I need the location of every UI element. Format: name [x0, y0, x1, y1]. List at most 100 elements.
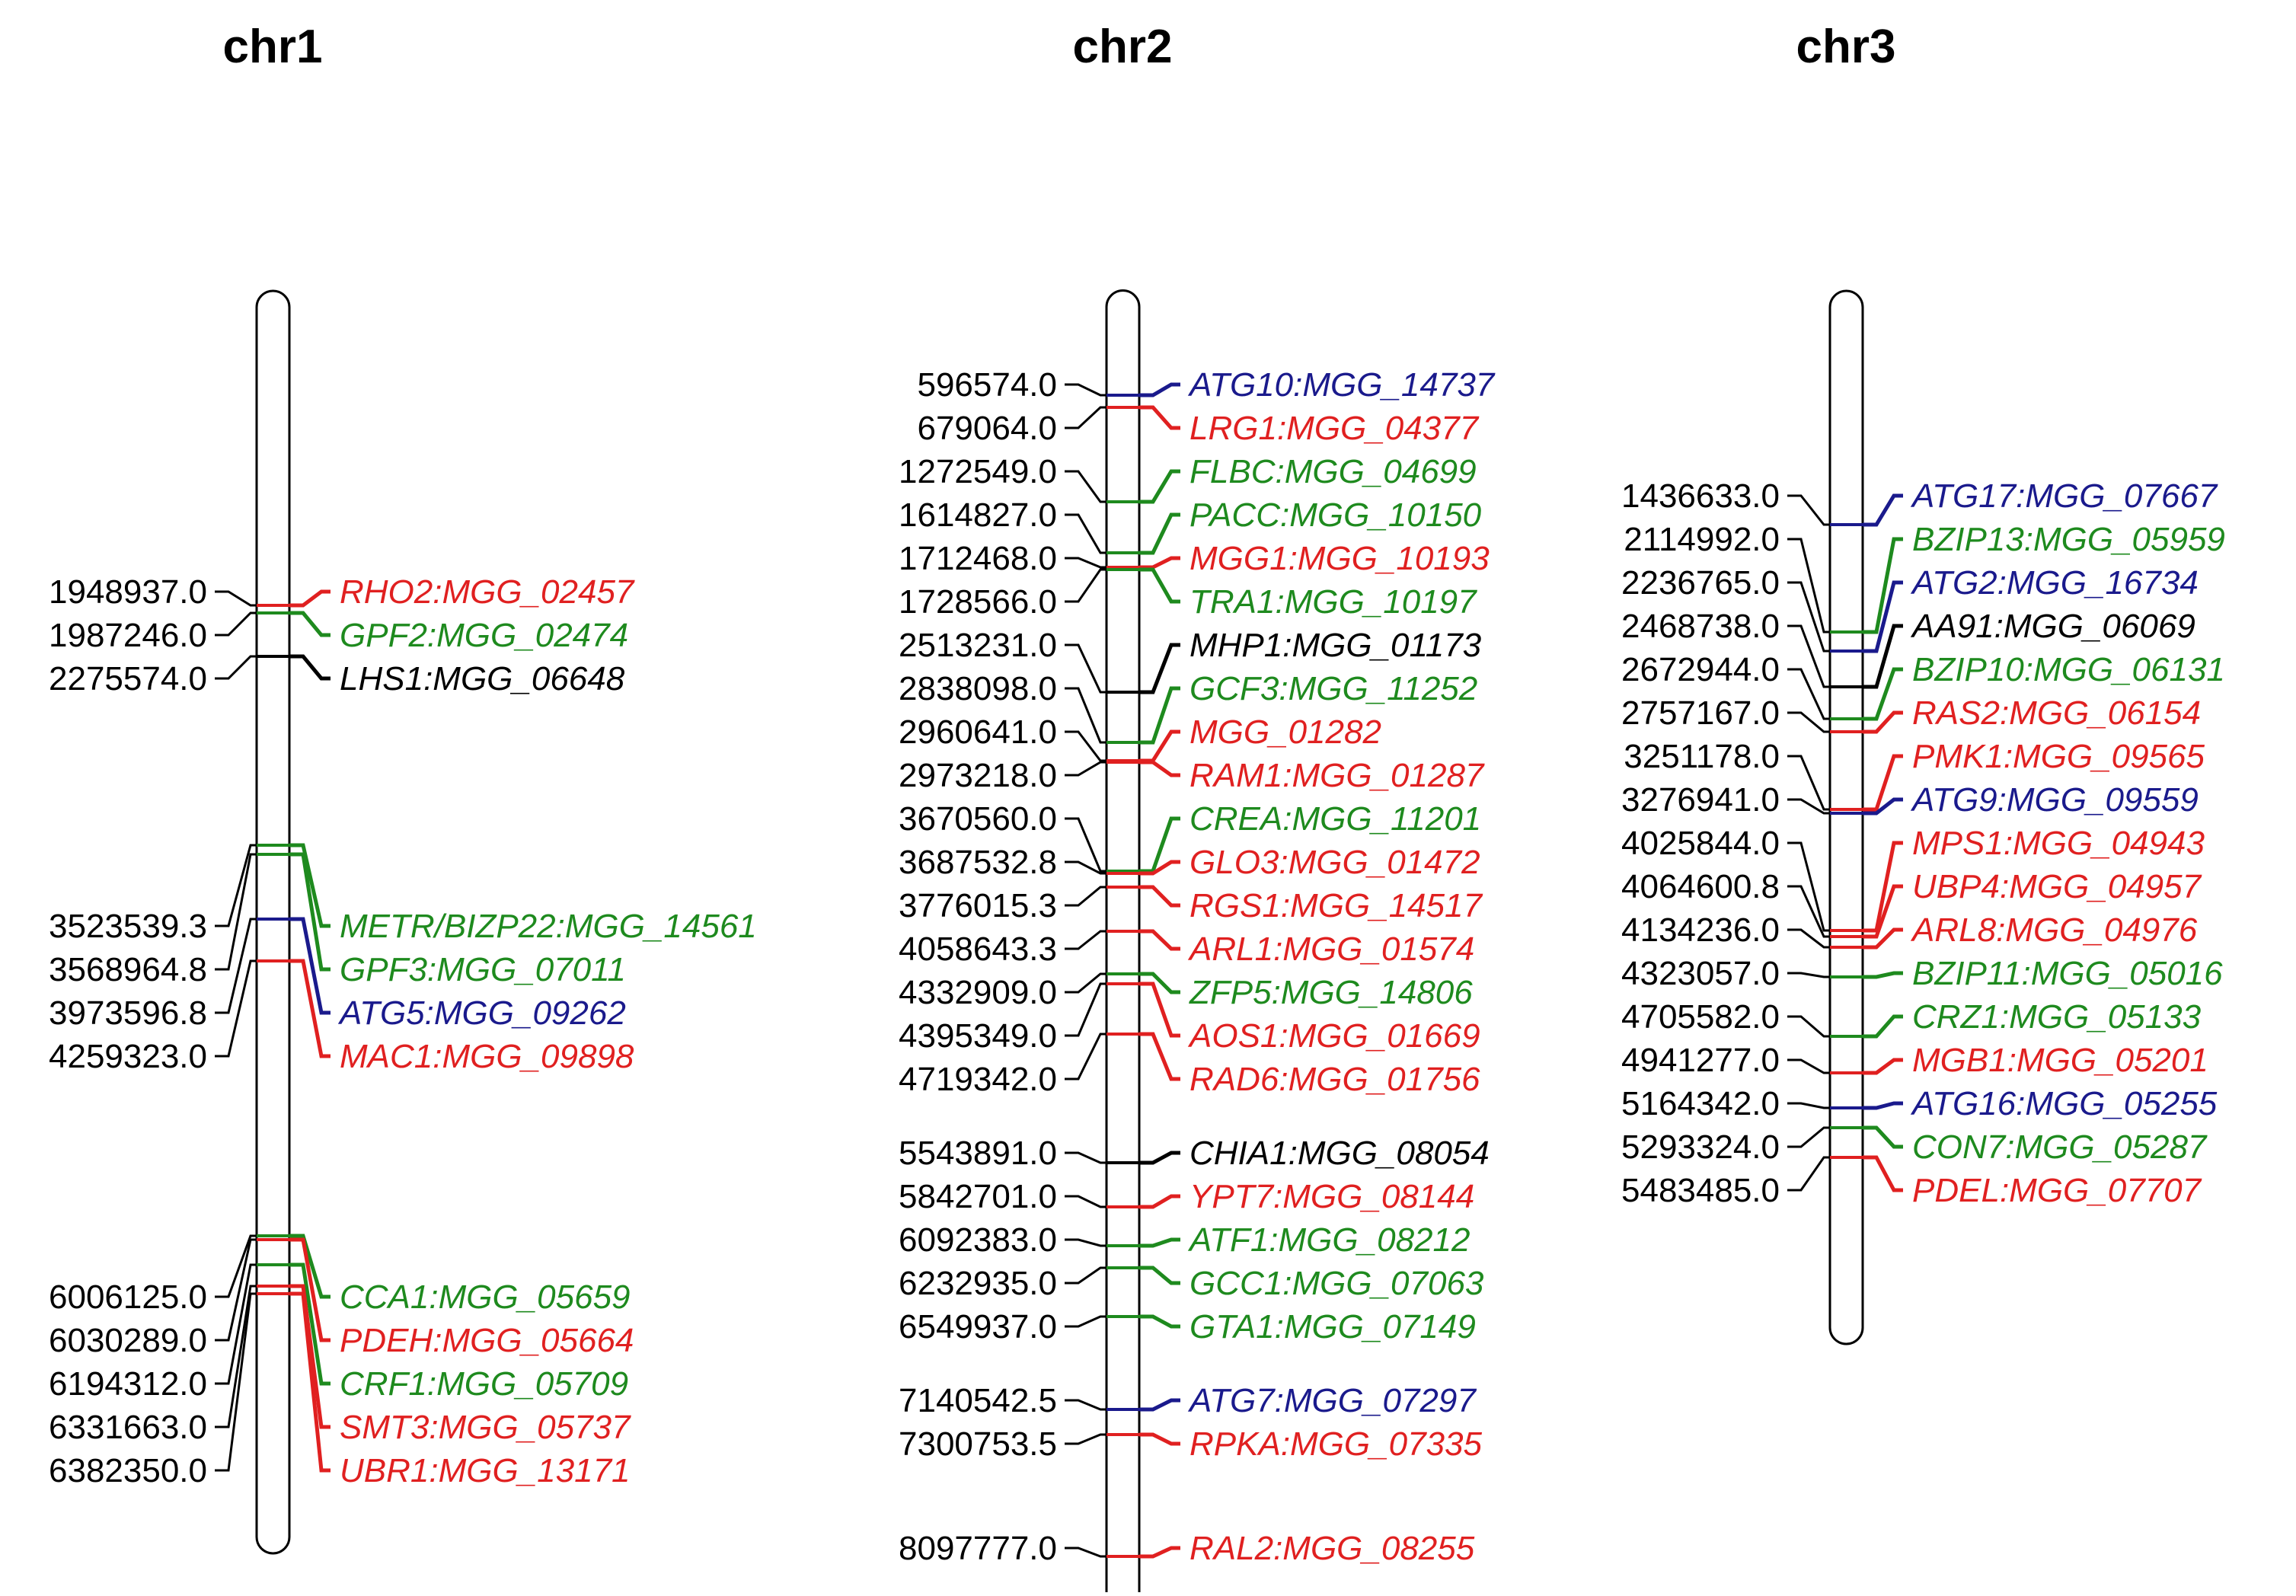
locus-position-label: 2838098.0: [899, 670, 1057, 707]
position-connector: [1065, 860, 1106, 875]
gene-connector: [1139, 643, 1180, 694]
gene-label: LHS1:MGG_06648: [340, 660, 625, 697]
gene-connector: [289, 1234, 331, 1299]
gene-connector: [1139, 729, 1180, 763]
gene-connector: [1863, 1101, 1903, 1110]
gene-label: AOS1:MGG_01669: [1187, 1017, 1480, 1055]
locus-position-label: 4134236.0: [1621, 911, 1780, 949]
gene-connector: [1863, 797, 1903, 816]
locus-position-label: 3251178.0: [1624, 738, 1780, 775]
gene-label: AA91:MGG_06069: [1910, 608, 2195, 645]
gene-label: RAL2:MGG_08255: [1190, 1530, 1475, 1567]
position-connector: [215, 853, 257, 971]
gene-label: GPF3:MGG_07011: [340, 951, 626, 988]
position-connector: [1787, 1015, 1830, 1038]
position-connector: [1787, 885, 1830, 938]
gene-connector: [1863, 710, 1903, 734]
position-connector: [215, 611, 257, 637]
gene-connector: [289, 843, 331, 928]
locus-position-label: 2236765.0: [1621, 564, 1780, 602]
gene-label: ATG10:MGG_14737: [1187, 366, 1496, 404]
gene-connector: [1139, 382, 1180, 397]
gene-connector: [289, 1284, 331, 1429]
position-connector: [1065, 470, 1106, 503]
gene-connector: [1863, 1014, 1903, 1039]
position-connector: [215, 1292, 257, 1472]
position-connector: [215, 590, 257, 607]
locus-position-label: 3776015.3: [899, 887, 1057, 924]
gene-connector: [1863, 624, 1903, 689]
gene-label: PDEH:MGG_05664: [340, 1322, 634, 1359]
gene-label: GPF2:MGG_02474: [340, 617, 628, 654]
chr-title: chr1: [223, 21, 323, 73]
locus-position-label: 2973218.0: [899, 757, 1057, 794]
locus-position-label: 7140542.5: [899, 1382, 1057, 1419]
chr1-loci: 1948937.0 RHO2:MGG_02457 1987246.0 GPF2:MGG…: [49, 573, 757, 1489]
gene-label: MAC1:MGG_09898: [340, 1038, 634, 1075]
gene-connector: [1863, 1155, 1903, 1192]
gene-label: BZIP13:MGG_05959: [1912, 521, 2225, 558]
gene-connector: [1139, 1314, 1180, 1329]
chromosome-body: [1828, 289, 1864, 1345]
gene-label: MHP1:MGG_01173: [1190, 627, 1482, 664]
gene-connector: [1139, 1151, 1180, 1165]
locus-position-label: 4332909.0: [899, 974, 1057, 1011]
position-connector: [1065, 1195, 1106, 1208]
locus-position-label: 2275574.0: [49, 660, 207, 697]
gene-connector: [1139, 556, 1180, 570]
position-connector: [1065, 1151, 1106, 1164]
position-connector: [1065, 1547, 1106, 1558]
gene-label: CRZ1:MGG_05133: [1912, 998, 2202, 1036]
gene-connector: [289, 959, 331, 1058]
position-connector: [1787, 1058, 1830, 1074]
gene-connector: [1139, 1266, 1180, 1285]
locus-position-label: 1948937.0: [49, 573, 207, 611]
position-connector: [1065, 982, 1106, 1037]
gene-connector: [1139, 972, 1180, 994]
gene-connector: [289, 654, 331, 681]
position-connector: [215, 1234, 257, 1298]
gene-connector: [1863, 537, 1903, 634]
gene-connector: [1139, 982, 1180, 1038]
locus-position-label: 2513231.0: [899, 627, 1057, 664]
gene-connector: [1139, 929, 1180, 951]
position-connector: [1065, 761, 1106, 777]
chr3-loci: 1436633.0 ATG17:MGG_07667 2114992.0 BZIP13:…: [1621, 477, 2225, 1209]
locus-position-label: 3687532.8: [899, 844, 1057, 881]
gene-label: CRF1:MGG_05709: [340, 1365, 628, 1403]
gene-label: BZIP10:MGG_06131: [1912, 651, 2225, 688]
position-connector: [1065, 687, 1106, 744]
position-connector: [1065, 817, 1106, 873]
position-connector: [215, 655, 257, 680]
gene-label: ARL8:MGG_04976: [1910, 911, 2198, 949]
position-connector: [1065, 1399, 1106, 1411]
locus-position-label: 6382350.0: [49, 1452, 207, 1489]
locus-position-label: 4323057.0: [1621, 955, 1780, 992]
position-connector: [215, 918, 257, 1014]
locus-position-label: 6232935.0: [899, 1265, 1057, 1302]
position-connector: [1787, 1126, 1830, 1148]
position-connector: [1787, 624, 1830, 688]
gene-label: BZIP11:MGG_05016: [1912, 955, 2223, 992]
locus-position-label: 6331663.0: [49, 1409, 207, 1446]
locus-position-label: 5842701.0: [899, 1178, 1057, 1215]
position-connector: [1065, 643, 1106, 694]
gene-connector: [1139, 686, 1180, 745]
gene-label: CCA1:MGG_05659: [340, 1278, 631, 1316]
position-connector: [1065, 568, 1106, 603]
gene-connector: [1139, 1432, 1180, 1446]
locus-position-label: 6194312.0: [49, 1365, 207, 1403]
locus-position-label: 3568964.8: [49, 951, 207, 988]
gene-label: TRA1:MGG_10197: [1190, 583, 1477, 621]
locus-position-label: 2672944.0: [1621, 651, 1780, 688]
gene-connector: [1139, 885, 1180, 908]
gene-connector: [289, 1262, 331, 1386]
position-connector: [1065, 557, 1106, 569]
position-connector: [1787, 972, 1830, 978]
locus-position-label: 5543891.0: [899, 1135, 1057, 1172]
gene-label: RAS2:MGG_06154: [1912, 694, 2201, 732]
locus-position-label: 4259323.0: [49, 1038, 207, 1075]
locus-position-label: 5483485.0: [1621, 1172, 1780, 1209]
gene-connector: [289, 917, 331, 1015]
